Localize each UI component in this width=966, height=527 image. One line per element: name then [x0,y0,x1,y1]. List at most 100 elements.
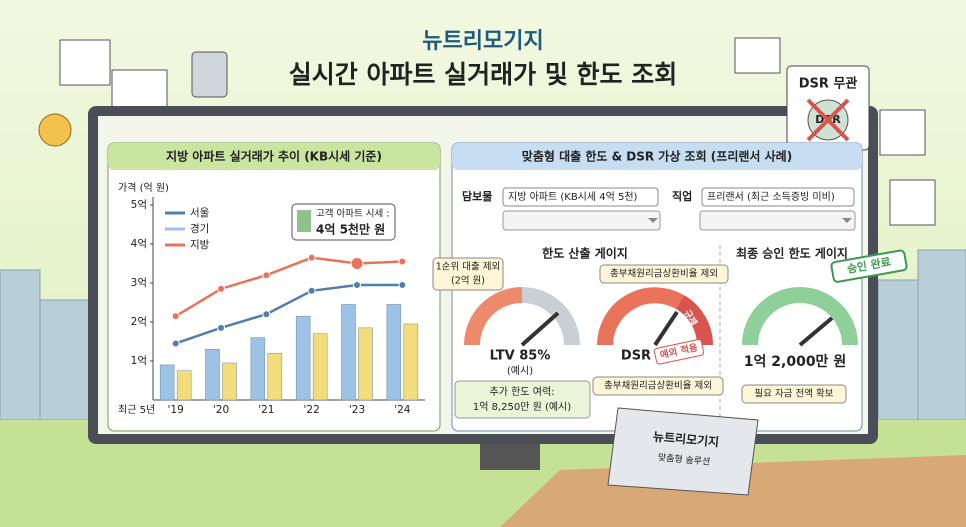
x-axis-label: 최근 5년 [118,404,155,416]
gauge-needle [798,316,834,347]
badge-cross [806,98,850,142]
building-icon [297,210,311,232]
field-value-box [701,187,855,207]
bar [341,304,356,401]
y-axis-label: 가격 (억 원) [118,181,169,194]
point [262,310,271,319]
callout-text: 1순위 대출 제외 [436,261,501,273]
gauge-arc [464,287,523,346]
note-box [741,384,847,404]
bar [295,315,311,401]
extra-text: 추가 한도 여력: [490,386,555,398]
ltv-label: LTV 85% [490,349,551,364]
legend-label: 서울 [190,207,210,219]
legend-label: 경기 [190,222,209,235]
field-value: 프리랜서 (최근 소득증빙 미비) [707,191,835,203]
x-tick-label: '19 [168,404,184,416]
point [307,286,316,295]
y-tick-label: 3억 [131,277,147,289]
bars-icon [889,179,936,226]
dropdown[interactable] [502,210,661,231]
y-tick-label: 5억 [131,199,147,211]
stamp-box [830,249,908,283]
point [353,280,361,289]
dropdown[interactable] [699,210,856,231]
monitor-stand [480,440,540,470]
extra-box [454,380,591,419]
x-tick-label: '22 [304,404,320,416]
city [0,249,966,421]
callout-text: 총부채원리금상환비율 제외 [610,268,718,280]
gauge-arc [675,295,713,346]
chart-icon [59,39,111,86]
bar [159,364,175,401]
dropdown-arrow [648,218,658,223]
bar [222,362,237,401]
callout [432,257,504,291]
title: 실시간 아파트 실거래가 및 한도 조회 [289,60,678,89]
pie-icon [879,109,926,156]
x-tick-label: '24 [394,404,411,416]
point [398,257,407,266]
line [175,256,403,318]
point [350,257,364,270]
calculator-icon [191,51,228,98]
document-icon [734,37,781,74]
gauge-needle [653,310,679,347]
bar [205,349,220,401]
bar [312,333,328,401]
brand: 뉴트리모기지 [422,29,543,54]
chart-panel-header [108,143,440,170]
gauge-arc [742,287,858,346]
dsr-tag-box [653,339,705,365]
field-value: 지방 아파트 (KB시세 4억 5천) [508,191,638,203]
final-amount: 1억 2,000만 원 [744,354,846,370]
extra-text: 1억 8,250만 원 (예시) [473,401,571,413]
annotation-box [291,203,396,241]
legend-label: 지방 [190,239,210,251]
gauge-needle [520,311,560,347]
point [217,284,225,293]
point [398,280,407,289]
dropdown-arrow [842,218,852,223]
point [171,312,180,321]
final-note: 필요 자금 전액 확보 [755,388,834,400]
field-label: 직업 [672,189,692,203]
section-title: 한도 산출 게이지 [542,246,628,261]
gauge-arc [521,287,580,346]
y-tick-label: 2억 [131,316,147,328]
field-value-box [502,187,659,207]
laptop-brand: 뉴트리모기지 [652,429,719,450]
badge-text: DSR 무관 [799,76,858,92]
callout [592,376,724,396]
gauge-arc [597,287,684,346]
bar [386,304,402,401]
dsr-label: DSR [621,349,651,364]
coin-icon [38,113,72,147]
bar [267,352,283,401]
callout-text: 총부채원리금상환비율 제외 [604,380,712,392]
x-tick-label: '21 [258,404,274,416]
field-label: 담보물 [462,189,492,203]
laptop [607,407,759,496]
point [262,271,271,280]
chart-title: 지방 아파트 실거래가 추이 (KB시세 기준) [166,149,382,164]
annotation-line: 4억 5천만 원 [316,222,385,237]
bar [176,370,192,401]
loan-title: 맞춤형 대출 한도 & DSR 가상 조회 (프리랜서 사례) [522,149,792,164]
x-tick-label: '23 [349,404,365,416]
line [175,283,403,345]
x-tick-label: '20 [213,404,229,416]
ltv-note: (예시) [507,365,533,377]
point [171,339,180,348]
y-tick-label: 1억 [131,355,147,367]
loan-panel-header [452,143,862,170]
bar [403,323,419,401]
callout-text: (2억 원) [451,275,485,287]
section-title: 최종 승인 한도 게이지 [736,246,848,261]
y-tick-label: 4억 [131,238,147,250]
bar [358,327,373,401]
annotation-line: 고객 아파트 시세 : [316,209,389,220]
